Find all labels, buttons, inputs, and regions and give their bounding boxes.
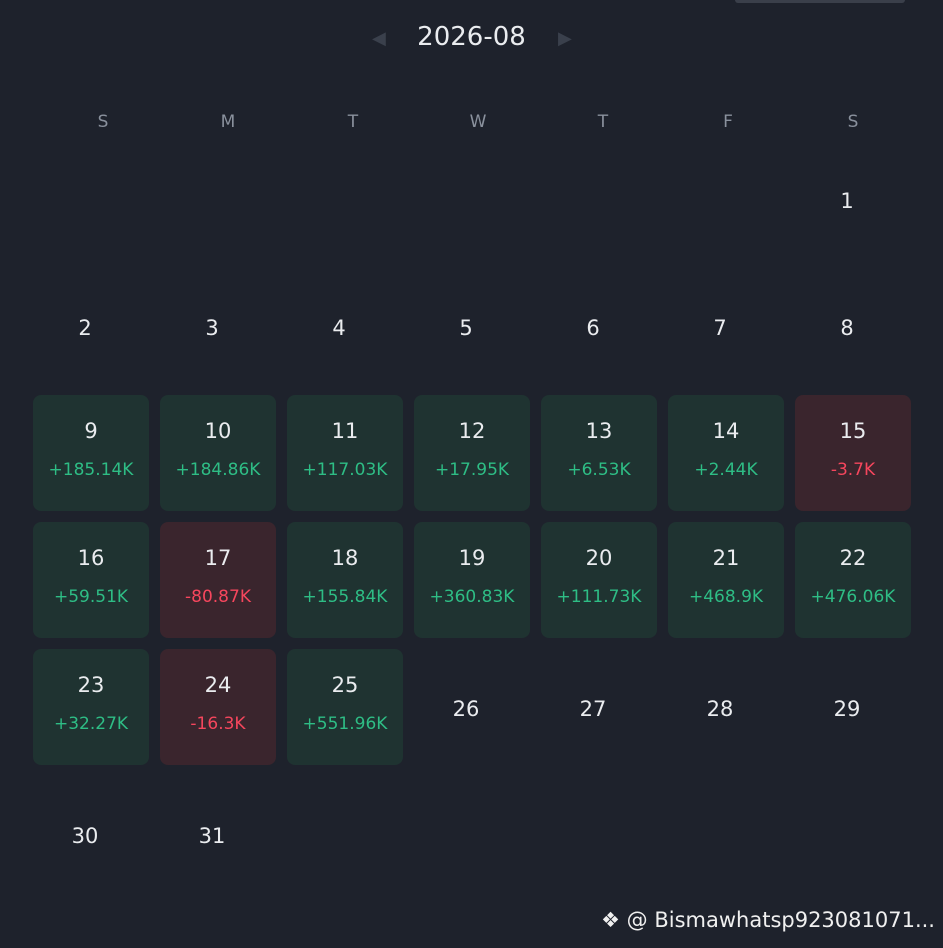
day-number[interactable]: 5 [459, 316, 473, 340]
day-pnl: +6.53K [567, 460, 631, 480]
day-pnl: +468.9K [688, 587, 764, 607]
day-cell[interactable] [795, 395, 911, 511]
day-cell[interactable] [287, 649, 403, 765]
day-number: 22 [839, 546, 867, 570]
weekday-label: S [97, 112, 109, 132]
day-cell[interactable] [160, 522, 276, 638]
day-pnl: +184.86K [175, 460, 261, 480]
day-number: 23 [77, 673, 105, 697]
weekday-label: T [347, 112, 359, 132]
day-pnl: +17.95K [434, 460, 510, 480]
watermark-text: @ Bismawhatsp923081071... [626, 908, 935, 932]
weekday-label: S [847, 112, 859, 132]
day-pnl: +32.27K [53, 714, 129, 734]
month-title: 2026-08 [417, 22, 526, 52]
day-number: 24 [204, 673, 232, 697]
day-number[interactable]: 2 [78, 316, 92, 340]
day-cell[interactable] [160, 395, 276, 511]
day-number: 10 [204, 419, 232, 443]
day-number[interactable]: 30 [71, 824, 99, 848]
day-cell[interactable] [33, 395, 149, 511]
day-pnl: -16.3K [190, 714, 246, 734]
day-cell[interactable] [668, 395, 784, 511]
day-number[interactable]: 29 [833, 697, 861, 721]
day-pnl: +117.03K [302, 460, 388, 480]
day-number: 19 [458, 546, 486, 570]
day-number: 9 [84, 419, 98, 443]
next-month-button[interactable]: ▶ [558, 28, 572, 49]
day-number[interactable]: 28 [706, 697, 734, 721]
day-pnl: +360.83K [429, 587, 515, 607]
day-cell[interactable] [414, 522, 530, 638]
day-number[interactable]: 8 [840, 316, 854, 340]
day-cell[interactable] [287, 395, 403, 511]
day-number: 11 [331, 419, 359, 443]
watermark: ❖ @ Bismawhatsp923081071... [601, 908, 935, 932]
day-number: 13 [585, 419, 613, 443]
prev-month-button[interactable]: ◀ [372, 28, 386, 49]
day-cell[interactable] [541, 522, 657, 638]
day-cell[interactable] [414, 395, 530, 511]
day-pnl: +476.06K [810, 587, 896, 607]
day-number[interactable]: 6 [586, 316, 600, 340]
day-cell[interactable] [160, 649, 276, 765]
day-pnl: +155.84K [302, 587, 388, 607]
day-number[interactable]: 4 [332, 316, 346, 340]
day-pnl: +551.96K [302, 714, 388, 734]
day-cell[interactable] [795, 522, 911, 638]
day-pnl: +111.73K [556, 587, 642, 607]
day-cell[interactable] [541, 395, 657, 511]
weekday-label: M [220, 112, 236, 132]
day-pnl: -80.87K [185, 587, 251, 607]
day-pnl: +2.44K [694, 460, 758, 480]
day-number: 14 [712, 419, 740, 443]
day-number[interactable]: 31 [198, 824, 226, 848]
day-number: 12 [458, 419, 486, 443]
day-number: 15 [839, 419, 867, 443]
weekday-label: T [597, 112, 609, 132]
day-number[interactable]: 1 [840, 189, 854, 213]
top-bar [735, 0, 905, 3]
day-cell[interactable] [668, 522, 784, 638]
day-cell[interactable] [287, 522, 403, 638]
day-pnl: +59.51K [53, 587, 129, 607]
day-cell[interactable] [33, 649, 149, 765]
day-number[interactable]: 7 [713, 316, 727, 340]
day-pnl: +185.14K [48, 460, 134, 480]
weekday-label: F [723, 112, 733, 132]
day-number[interactable]: 3 [205, 316, 219, 340]
day-number: 16 [77, 546, 105, 570]
weekday-label: W [469, 112, 487, 132]
day-number: 20 [585, 546, 613, 570]
day-number: 21 [712, 546, 740, 570]
day-number: 25 [331, 673, 359, 697]
day-number: 17 [204, 546, 232, 570]
day-cell[interactable] [33, 522, 149, 638]
day-pnl: -3.7K [830, 460, 876, 480]
day-number: 18 [331, 546, 359, 570]
day-number[interactable]: 26 [452, 697, 480, 721]
watermark-icon: ❖ [601, 908, 627, 932]
day-number[interactable]: 27 [579, 697, 607, 721]
